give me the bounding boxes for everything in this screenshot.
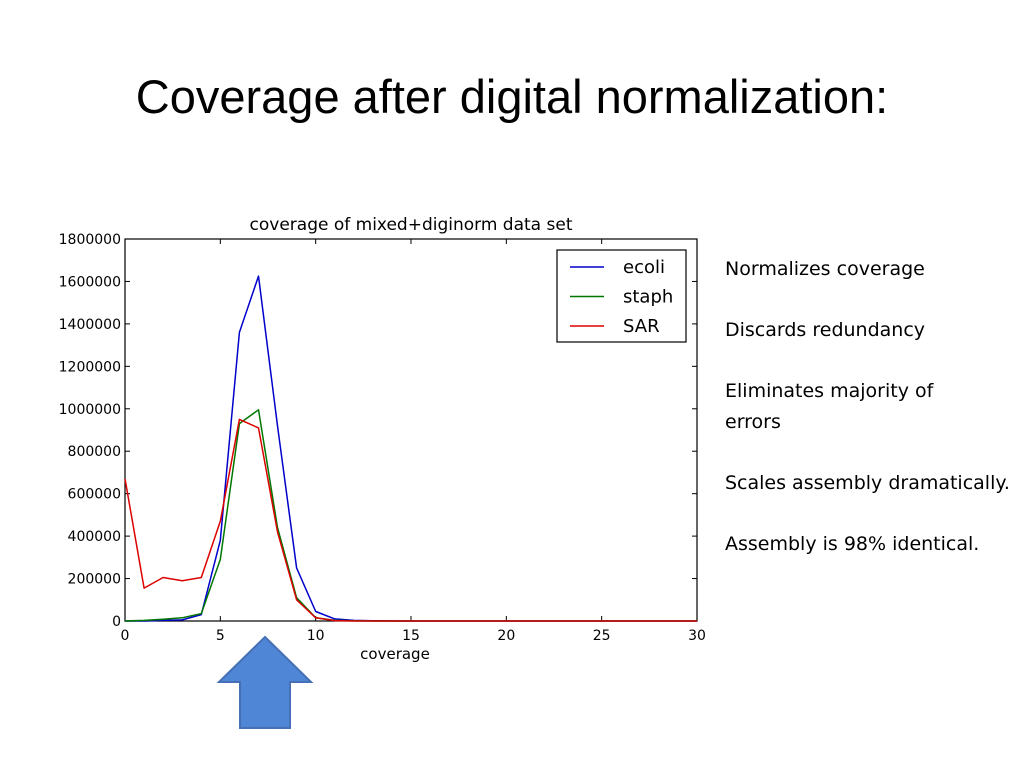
bullet-list: Normalizes coverage Discards redundancy …	[725, 254, 1020, 590]
chart-title: coverage of mixed+diginorm data set	[250, 215, 573, 235]
x-axis-label: coverage	[360, 645, 430, 663]
legend-label-sar: SAR	[623, 316, 660, 337]
y-tick-label: 0	[112, 614, 121, 630]
up-arrow-icon	[216, 635, 314, 729]
x-tick-label: 10	[307, 628, 325, 644]
slide-title: Coverage after digital normalization:	[135, 70, 889, 123]
bullet-item: Eliminates majority of errors	[725, 380, 934, 433]
y-tick-label: 1400000	[59, 317, 121, 333]
bullet-item: Discards redundancy	[725, 319, 926, 341]
x-tick-label: 20	[497, 628, 515, 644]
y-tick-label: 400000	[68, 529, 121, 545]
y-tick-label: 200000	[68, 572, 121, 588]
x-tick-label: 0	[121, 628, 130, 644]
bullet-item: Scales assembly dramatically.	[725, 472, 1010, 494]
y-tick-label: 600000	[68, 487, 121, 503]
legend-label-staph: staph	[623, 287, 673, 308]
y-tick-label: 800000	[68, 444, 121, 460]
y-tick-label: 1600000	[59, 274, 121, 290]
bullet-item: Assembly is 98% identical.	[725, 533, 980, 555]
y-tick-label: 1800000	[59, 232, 121, 248]
x-tick-label: 15	[402, 628, 420, 644]
series-line-sar	[124, 418, 697, 622]
x-tick-label: 30	[688, 628, 706, 644]
bullet-item: Normalizes coverage	[725, 258, 925, 280]
x-tick-label: 25	[593, 628, 611, 644]
y-tick-label: 1000000	[59, 402, 121, 418]
legend-label-ecoli: ecoli	[623, 257, 665, 278]
x-tick-label: 5	[216, 628, 225, 644]
y-tick-label: 1200000	[59, 359, 121, 375]
